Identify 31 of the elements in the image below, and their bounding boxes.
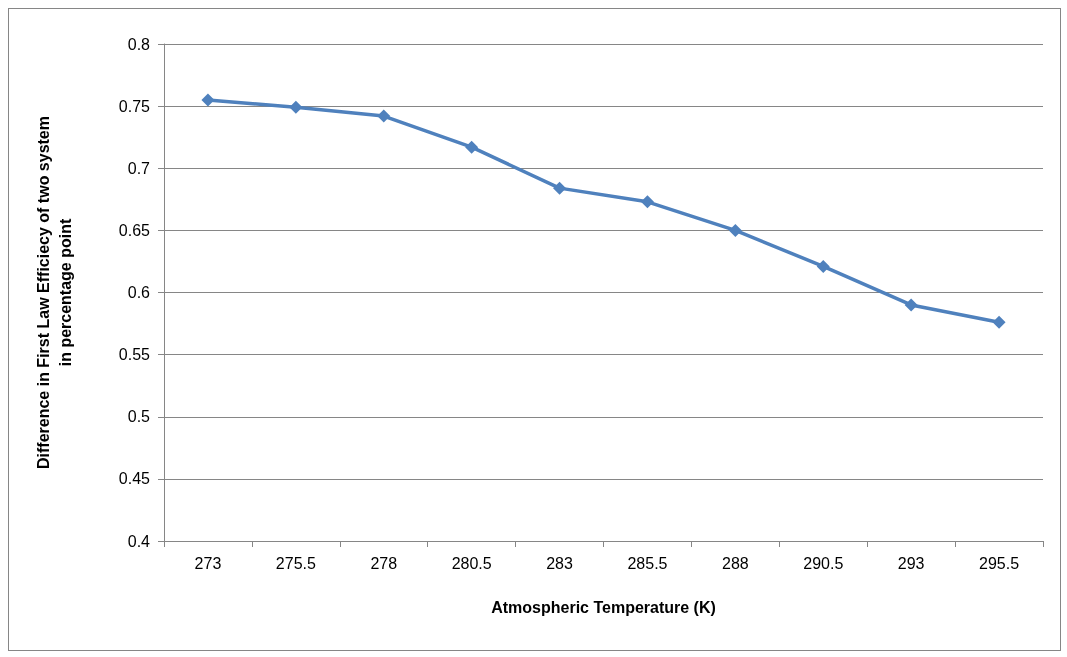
point: [289, 100, 303, 114]
y-tick-label: 0.75: [118, 97, 151, 115]
x-tick-label: 273: [194, 554, 222, 572]
point: [377, 109, 391, 123]
y-tick-label: 0.6: [127, 284, 151, 301]
y-tick-label: 0.7: [127, 159, 151, 177]
x-tick-label: 295.5: [979, 554, 1020, 572]
x-tick-label: 280.5: [451, 554, 492, 572]
x-tick-label: 275.5: [275, 554, 316, 572]
y-tick-label: 0.5: [127, 408, 151, 426]
x-tick-label: 278: [370, 554, 398, 572]
point: [201, 93, 215, 107]
y-tick-label: 0.4: [127, 532, 151, 550]
point: [728, 223, 742, 237]
y-tick-label: 0.45: [118, 470, 151, 488]
x-tick-label: 288: [722, 554, 749, 572]
point: [992, 315, 1006, 329]
point: [640, 195, 654, 209]
x-axis-title: Atmospheric Temperature (K): [491, 598, 716, 616]
y-tick-label: 0.55: [118, 346, 151, 364]
x-tick-label: 285.5: [627, 554, 668, 572]
x-tick-label: 293: [897, 554, 925, 572]
point: [553, 181, 567, 195]
point: [816, 259, 830, 273]
y-tick-label: 0.65: [118, 221, 151, 239]
y-axis-title: Difference in First Law Efficiecy of two system in percentage point: [34, 116, 74, 469]
x-tick-label: 290.5: [803, 554, 844, 572]
point: [904, 298, 918, 312]
x-tick-label: 283: [546, 554, 573, 572]
y-tick-label: 0.8: [127, 35, 151, 53]
point: [465, 140, 479, 154]
